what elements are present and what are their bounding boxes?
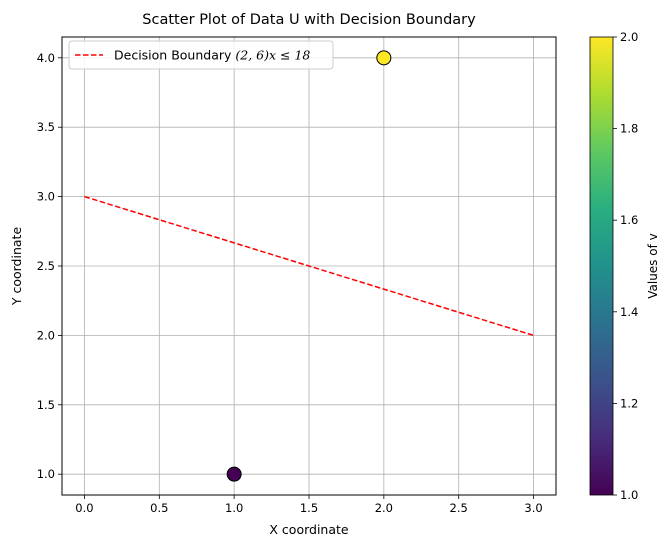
colorbar: [589, 36, 614, 496]
data-point: [226, 466, 242, 482]
y-tick-label: 1.5: [37, 398, 55, 412]
legend-label: Decision Boundary (2, 6)x ≤ 18: [114, 48, 310, 63]
colorbar-tick-label: 2.0: [620, 30, 638, 44]
x-tick-label: 2.5: [450, 501, 468, 515]
x-tick-label: 1.5: [300, 501, 318, 515]
colorbar-tick-label: 1.2: [620, 396, 638, 410]
x-tick-label: 1.0: [225, 501, 243, 515]
colorbar-tick-label: 1.8: [620, 122, 638, 136]
decision-boundary-layer: [84, 195, 534, 337]
colorbar-ticks: 1.0 1.2 1.4 1.6 1.8 2.0: [613, 30, 638, 502]
x-axis-label: X coordinate: [269, 522, 349, 537]
y-tick-label: 1.0: [37, 467, 55, 481]
x-tick-label: 0.5: [150, 501, 168, 515]
colorbar-tick-label: 1.4: [620, 305, 638, 319]
y-axis-ticks: 1.0 1.5 2.0 2.5 3.0 3.5 4.0: [37, 51, 62, 481]
colorbar-tick-label: 1.0: [620, 488, 638, 502]
points-layer: [226, 50, 392, 482]
x-tick-label: 3.0: [524, 501, 542, 515]
y-tick-label: 4.0: [37, 51, 55, 65]
decision-boundary-line: [84, 195, 534, 337]
x-tick-label: 0.0: [75, 501, 93, 515]
y-tick-label: 2.0: [37, 328, 55, 342]
y-tick-label: 3.0: [37, 190, 55, 204]
legend-label-text: Decision Boundary: [114, 48, 235, 63]
y-tick-label: 2.5: [37, 259, 55, 273]
y-tick-label: 3.5: [37, 120, 55, 134]
x-tick-label: 2.0: [375, 501, 393, 515]
legend-label-math: (2, 6)x ≤ 18: [235, 48, 310, 63]
chart-title: Scatter Plot of Data U with Decision Bou…: [142, 12, 476, 28]
y-axis-label: Y coordinate: [9, 227, 24, 307]
legend: Decision Boundary (2, 6)x ≤ 18: [68, 40, 334, 70]
legend-box: [68, 40, 334, 70]
x-axis-ticks: 0.0 0.5 1.0 1.5 2.0 2.5 3.0: [75, 495, 543, 515]
colorbar-label: Values of v: [646, 233, 660, 299]
data-point: [376, 50, 392, 66]
colorbar-tick-label: 1.6: [620, 213, 638, 227]
